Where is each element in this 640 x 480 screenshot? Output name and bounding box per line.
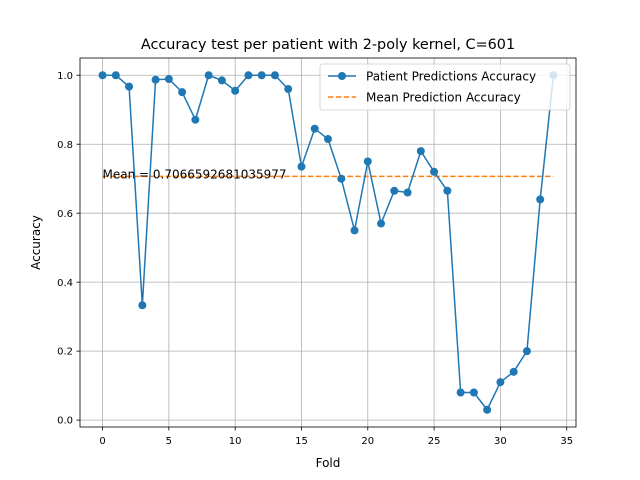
accuracy-point (284, 85, 293, 94)
y-tick-label: 0.2 (57, 347, 73, 358)
accuracy-point (469, 388, 478, 397)
accuracy-point (204, 71, 213, 80)
y-tick-label: 0.6 (57, 209, 73, 220)
accuracy-point (324, 135, 332, 144)
axis-ticks: 0 5 10 15 20 25 30 35 0.0 0.2 0.4 0.6 0.8 1.0 (57, 71, 573, 447)
accuracy-point (390, 186, 399, 195)
accuracy-point (125, 82, 134, 91)
x-tick-label: 0 (99, 436, 105, 447)
accuracy-point (217, 76, 226, 85)
x-tick-label: 15 (295, 436, 308, 447)
mean-annotation: Mean = 0.7066592681035977 (103, 167, 287, 181)
accuracy-point (536, 195, 545, 204)
accuracy-point (443, 186, 452, 195)
accuracy-point (337, 174, 346, 183)
y-tick-label: 1.0 (57, 71, 73, 82)
accuracy-point (231, 86, 240, 95)
accuracy-point (483, 405, 492, 414)
accuracy-series (98, 71, 558, 414)
accuracy-point (297, 162, 306, 171)
x-tick-label: 30 (494, 436, 507, 447)
accuracy-point (377, 219, 386, 228)
accuracy-point (522, 347, 531, 356)
accuracy-point (310, 124, 319, 133)
accuracy-point (403, 188, 412, 197)
x-tick-label: 25 (428, 436, 441, 447)
x-tick-label: 10 (229, 436, 242, 447)
accuracy-point (509, 367, 518, 376)
legend-mean-label: Mean Prediction Accuracy (366, 91, 521, 105)
x-axis-label: Fold (316, 456, 341, 470)
annotations: Mean = 0.7066592681035977 (103, 167, 287, 181)
y-tick-label: 0.4 (57, 278, 73, 289)
y-tick-label: 0.0 (57, 416, 73, 427)
legend-box (319, 63, 571, 111)
accuracy-point (191, 115, 200, 124)
accuracy-point (257, 71, 266, 80)
legend-accuracy-label: Patient Predictions Accuracy (366, 70, 536, 84)
accuracy-point (151, 75, 160, 84)
x-tick-label: 35 (560, 436, 573, 447)
y-axis-label: Accuracy (29, 215, 43, 270)
plot-area-frame (79, 57, 577, 428)
accuracy-point (350, 226, 359, 235)
accuracy-point (98, 71, 107, 80)
accuracy-point (270, 71, 279, 80)
accuracy-point (363, 157, 372, 166)
accuracy-point (496, 378, 505, 387)
legend: Patient Predictions Accuracy Mean Predict… (319, 63, 571, 111)
accuracy-point (244, 71, 253, 80)
legend-accuracy-swatch-marker (338, 72, 346, 80)
x-tick-label: 5 (166, 436, 172, 447)
accuracy-point (164, 75, 173, 84)
accuracy-point (178, 88, 187, 97)
x-tick-label: 20 (361, 436, 374, 447)
accuracy-point (430, 167, 439, 176)
accuracy-point (416, 147, 425, 156)
accuracy-point (138, 301, 147, 310)
accuracy-point (111, 71, 120, 80)
y-tick-label: 0.8 (57, 140, 73, 151)
chart-title: Accuracy test per patient with 2-poly ke… (141, 37, 515, 53)
accuracy-point (456, 388, 465, 397)
